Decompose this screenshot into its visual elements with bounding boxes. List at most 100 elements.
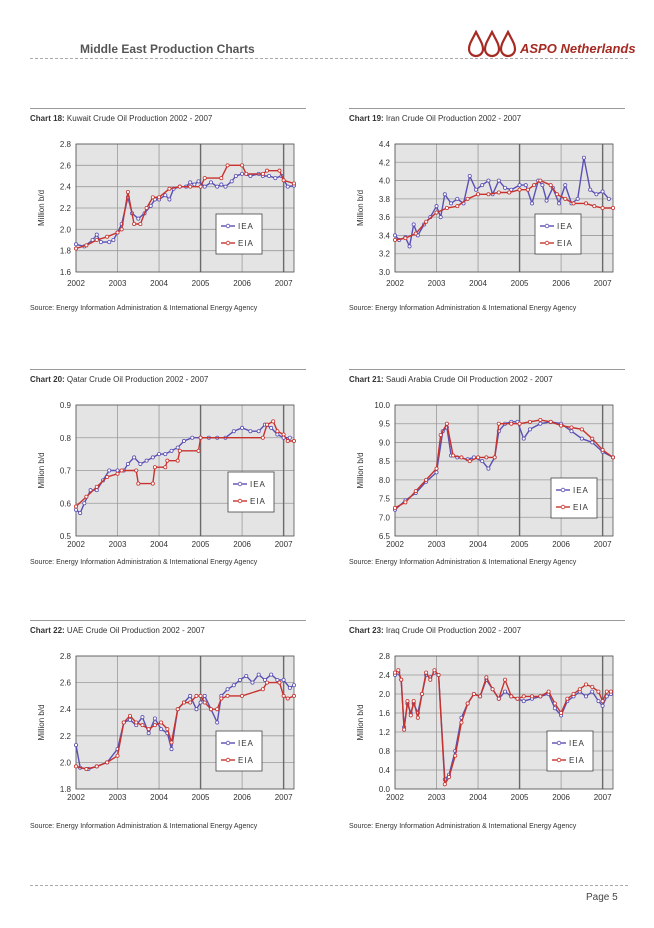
data-point-iea — [169, 448, 174, 453]
chart-title: Chart 20: Qatar Crude Oil Production 200… — [30, 375, 209, 384]
data-point-eia — [496, 190, 501, 195]
data-point-eia — [546, 689, 551, 694]
data-point-eia — [138, 222, 143, 227]
data-point-eia — [455, 204, 460, 209]
y-tick-label: 2.8 — [379, 652, 391, 661]
data-point-eia — [590, 436, 595, 441]
data-point-eia — [177, 448, 182, 453]
plot-border — [75, 404, 295, 537]
x-tick-label: 2006 — [233, 793, 251, 802]
y-tick-label: 9.0 — [379, 438, 391, 447]
data-point-eia — [590, 684, 595, 689]
legend-box — [546, 730, 594, 772]
legend-label: IEA — [569, 739, 585, 748]
data-point-eia — [563, 196, 568, 201]
x-tick-label: 2003 — [109, 540, 127, 549]
data-point-eia — [198, 693, 203, 698]
data-point-eia — [552, 701, 557, 706]
data-point-eia — [127, 713, 132, 718]
panel-rule — [349, 108, 625, 109]
data-point-iea — [181, 439, 186, 444]
y-tick-label: 2.6 — [60, 161, 72, 170]
legend-label: EIA — [573, 503, 589, 512]
data-point-eia — [198, 435, 203, 440]
data-point-iea — [544, 198, 549, 203]
data-point-eia — [569, 425, 574, 430]
y-tick-label: 2.8 — [60, 140, 72, 149]
data-point-iea — [563, 183, 568, 188]
data-point-eia — [291, 181, 296, 186]
chart-source: Source: Energy Information Administratio… — [30, 559, 258, 566]
y-tick-label: 0.8 — [60, 434, 72, 443]
legend-label: IEA — [238, 222, 254, 231]
legend-swatch-marker — [544, 223, 550, 229]
data-point-eia — [225, 693, 230, 698]
data-point-eia — [424, 670, 429, 675]
data-point-eia — [219, 696, 224, 701]
data-point-eia — [94, 484, 99, 489]
data-point-eia — [275, 429, 280, 434]
data-point-iea — [269, 425, 274, 430]
data-point-eia — [165, 727, 170, 732]
data-point-iea — [527, 427, 532, 432]
data-point-eia — [188, 700, 193, 705]
series-line-eia — [394, 179, 613, 241]
data-point-iea — [552, 706, 557, 711]
legend-swatch-marker — [225, 240, 231, 246]
data-point-eia — [132, 222, 137, 227]
data-point-iea — [275, 432, 280, 437]
data-point-eia — [415, 715, 420, 720]
data-point-eia — [507, 190, 512, 195]
x-tick-label: 2007 — [594, 793, 612, 802]
data-point-iea — [530, 201, 535, 206]
data-point-eia — [105, 475, 110, 480]
data-point-eia — [451, 453, 456, 458]
data-point-iea — [579, 436, 584, 441]
legend-label: EIA — [250, 497, 266, 506]
data-point-eia — [503, 677, 508, 682]
data-point-eia — [521, 694, 526, 699]
data-point-iea — [198, 700, 203, 705]
chart-iraq: 0.0 0.4 0.8 1.2 1.6 2.0 2.4 2.8 2002 2003 2004 2005… — [356, 652, 614, 802]
y-tick-label: 4.2 — [379, 158, 391, 167]
x-tick-label: 2005 — [192, 279, 210, 288]
data-point-iea — [523, 183, 528, 188]
data-point-eia — [424, 477, 429, 482]
data-point-eia — [484, 675, 489, 680]
legend-swatch-marker — [225, 223, 231, 229]
data-point-iea — [600, 189, 605, 194]
legend-swatch-marker — [556, 757, 562, 763]
data-point-eia — [402, 727, 407, 732]
y-axis-label: Million b/d — [37, 452, 46, 488]
y-tick-label: 0.8 — [379, 747, 391, 756]
data-point-iea — [517, 183, 522, 188]
x-tick-label: 2007 — [275, 540, 293, 549]
data-point-eia — [436, 672, 441, 677]
y-axis-label: Million b/d — [356, 704, 365, 740]
data-point-eia — [277, 680, 282, 685]
data-point-eia — [604, 689, 609, 694]
data-point-iea — [273, 176, 278, 181]
y-tick-label: 2.0 — [379, 690, 391, 699]
data-point-eia — [538, 694, 543, 699]
y-axis-label: Million b/d — [37, 190, 46, 226]
data-point-iea — [215, 184, 220, 189]
y-axis-label: Million b/d — [37, 704, 46, 740]
data-point-iea — [291, 683, 296, 688]
y-tick-label: 8.5 — [379, 457, 391, 466]
legend-box — [534, 213, 582, 255]
data-point-iea — [590, 689, 595, 694]
data-point-iea — [521, 436, 526, 441]
legend-label: IEA — [238, 739, 254, 748]
data-point-iea — [78, 511, 83, 516]
chart-source: Source: Energy Information Administratio… — [349, 823, 577, 830]
data-point-iea — [287, 435, 292, 440]
data-point-iea — [150, 455, 155, 460]
x-tick-label: 2007 — [275, 279, 293, 288]
data-point-eia — [610, 455, 615, 460]
legend-label: EIA — [557, 239, 573, 248]
data-point-iea — [219, 182, 224, 187]
y-tick-label: 2.4 — [379, 671, 391, 680]
data-point-eia — [413, 231, 418, 236]
data-point-eia — [291, 439, 296, 444]
